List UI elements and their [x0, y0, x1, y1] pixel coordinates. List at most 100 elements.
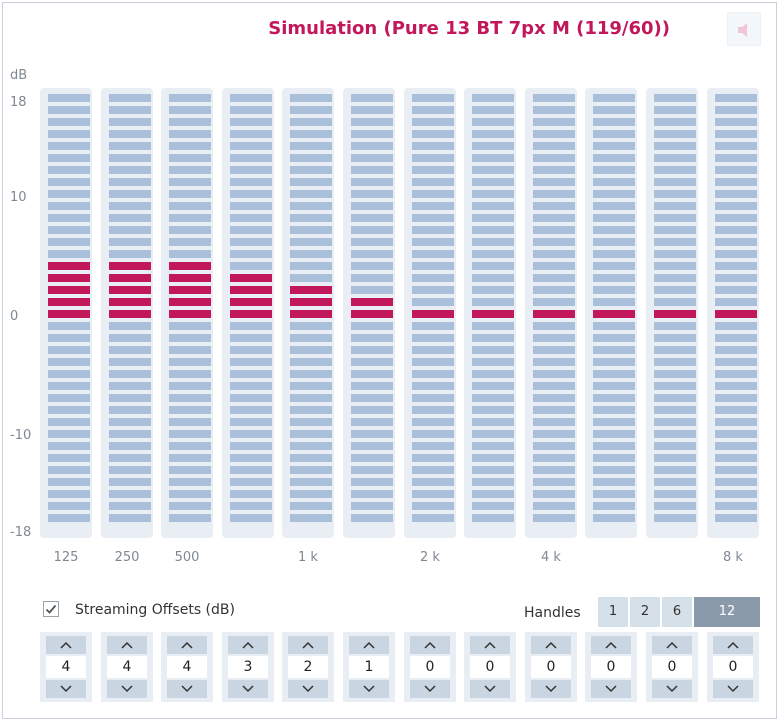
- level-segment: [351, 238, 393, 246]
- level-segment: [351, 334, 393, 342]
- level-segment: [230, 514, 272, 522]
- offset-value-input[interactable]: [470, 656, 510, 678]
- decrement-button[interactable]: [652, 680, 692, 698]
- level-segment: [290, 226, 332, 234]
- decrement-button[interactable]: [470, 680, 510, 698]
- level-segment: [230, 490, 272, 498]
- offset-value-input[interactable]: [228, 656, 268, 678]
- speaker-muted-icon: [738, 23, 747, 37]
- decrement-button[interactable]: [713, 680, 753, 698]
- frequency-band[interactable]: [646, 88, 698, 538]
- level-segment: [412, 490, 454, 498]
- level-segment: [472, 250, 514, 258]
- level-segment: [290, 334, 332, 342]
- increment-button[interactable]: [470, 636, 510, 654]
- frequency-band[interactable]: [464, 88, 516, 538]
- offset-value-input[interactable]: [591, 656, 631, 678]
- decrement-button[interactable]: [531, 680, 571, 698]
- level-segment: [654, 406, 696, 414]
- increment-button[interactable]: [652, 636, 692, 654]
- increment-button[interactable]: [349, 636, 389, 654]
- level-segment: [472, 370, 514, 378]
- level-segment: [654, 286, 696, 294]
- decrement-button[interactable]: [46, 680, 86, 698]
- handles-option-12[interactable]: 12: [694, 597, 760, 627]
- chevron-down-icon: [605, 685, 617, 693]
- level-segment: [48, 130, 90, 138]
- frequency-band[interactable]: [585, 88, 637, 538]
- level-segment-active: [48, 298, 90, 306]
- level-segment: [230, 178, 272, 186]
- increment-button[interactable]: [713, 636, 753, 654]
- frequency-band[interactable]: [161, 88, 213, 538]
- level-segment: [109, 106, 151, 114]
- frequency-band[interactable]: [282, 88, 334, 538]
- frequency-band[interactable]: [222, 88, 274, 538]
- level-segment: [48, 322, 90, 330]
- offset-value-input[interactable]: [46, 656, 86, 678]
- level-segment: [715, 334, 757, 342]
- offset-stepper: [40, 632, 92, 702]
- frequency-band[interactable]: [40, 88, 92, 538]
- increment-button[interactable]: [288, 636, 328, 654]
- offset-value-input[interactable]: [713, 656, 753, 678]
- level-segment: [351, 430, 393, 438]
- decrement-button[interactable]: [349, 680, 389, 698]
- level-segment: [533, 166, 575, 174]
- level-segment: [169, 142, 211, 150]
- increment-button[interactable]: [531, 636, 571, 654]
- decrement-button[interactable]: [107, 680, 147, 698]
- offset-value-input[interactable]: [652, 656, 692, 678]
- offset-value-input[interactable]: [288, 656, 328, 678]
- offset-value-input[interactable]: [349, 656, 389, 678]
- level-segment: [412, 442, 454, 450]
- offset-value-input[interactable]: [531, 656, 571, 678]
- level-segment: [48, 514, 90, 522]
- decrement-button[interactable]: [228, 680, 268, 698]
- offset-value-input[interactable]: [410, 656, 450, 678]
- level-segment: [351, 478, 393, 486]
- level-segment: [290, 466, 332, 474]
- frequency-band[interactable]: [101, 88, 153, 538]
- speaker-button[interactable]: [727, 12, 761, 46]
- increment-button[interactable]: [228, 636, 268, 654]
- frequency-band[interactable]: [404, 88, 456, 538]
- level-segment: [533, 478, 575, 486]
- level-segment: [109, 454, 151, 462]
- offset-value-input[interactable]: [107, 656, 147, 678]
- decrement-button[interactable]: [591, 680, 631, 698]
- decrement-button[interactable]: [410, 680, 450, 698]
- increment-button[interactable]: [107, 636, 147, 654]
- increment-button[interactable]: [46, 636, 86, 654]
- level-segment: [715, 274, 757, 282]
- level-segment: [533, 142, 575, 150]
- frequency-band[interactable]: [525, 88, 577, 538]
- decrement-button[interactable]: [167, 680, 207, 698]
- level-segment: [715, 154, 757, 162]
- increment-button[interactable]: [591, 636, 631, 654]
- increment-button[interactable]: [167, 636, 207, 654]
- handles-option-1[interactable]: 1: [598, 597, 628, 627]
- level-segment: [48, 190, 90, 198]
- chevron-down-icon: [666, 685, 678, 693]
- level-segment: [533, 322, 575, 330]
- frequency-band[interactable]: [707, 88, 759, 538]
- decrement-button[interactable]: [288, 680, 328, 698]
- level-segment: [48, 394, 90, 402]
- increment-button[interactable]: [410, 636, 450, 654]
- level-segment: [351, 202, 393, 210]
- level-segment: [654, 346, 696, 354]
- handles-option-2[interactable]: 2: [630, 597, 660, 627]
- level-segment: [715, 130, 757, 138]
- level-segment: [715, 466, 757, 474]
- offset-stepper: [343, 632, 395, 702]
- handles-option-6[interactable]: 6: [662, 597, 692, 627]
- streaming-offsets-checkbox[interactable]: [43, 601, 59, 617]
- offset-value-input[interactable]: [167, 656, 207, 678]
- chevron-up-icon: [302, 641, 314, 649]
- level-segment: [472, 382, 514, 390]
- level-segment: [230, 322, 272, 330]
- level-segment: [472, 478, 514, 486]
- level-segment: [533, 454, 575, 462]
- frequency-band[interactable]: [343, 88, 395, 538]
